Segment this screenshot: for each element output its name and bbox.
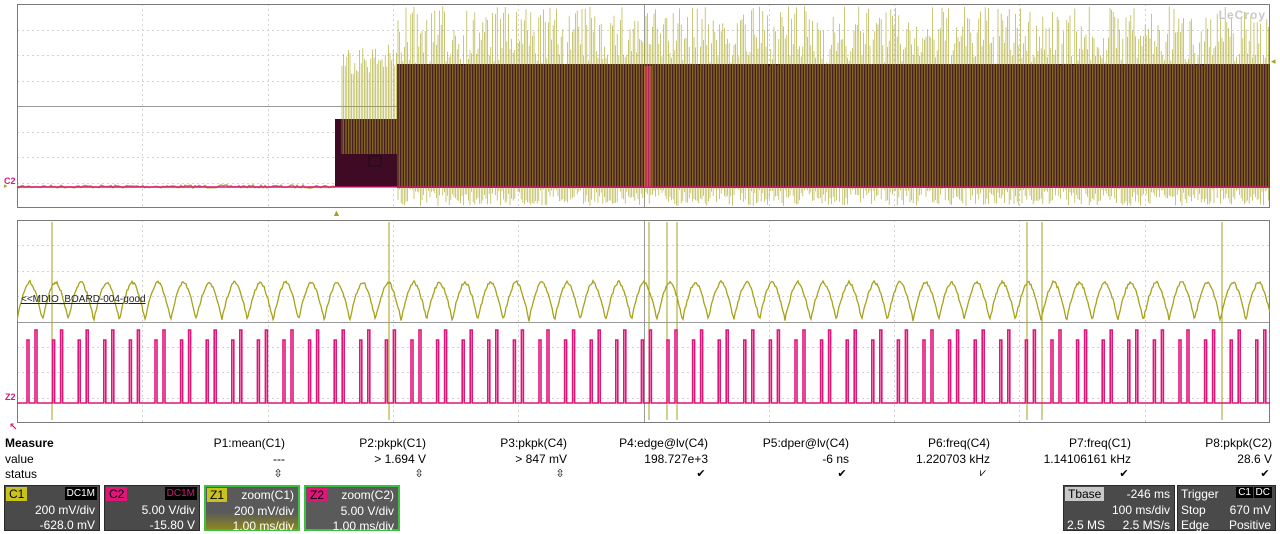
zoom-left-arrow: ↖	[9, 422, 18, 433]
trigger-coupling: DC	[1253, 487, 1272, 498]
measure-status-row: status ⇳ ⇳ ⇳ ✔ ✔ ⩗ ✔ ✔	[0, 467, 1280, 482]
channel-c1-offset: -628.0 mV	[39, 518, 95, 532]
param-name-p7[interactable]: P7:freq(C1)	[1068, 436, 1131, 450]
zoom-z1-descriptor[interactable]: Z1 zoom(C1) 200 mV/div 1.00 ms/div	[204, 485, 300, 533]
timebase-label: Tbase	[1065, 487, 1105, 501]
trigger-label: Trigger	[1181, 487, 1219, 501]
channel-c1-tag: C1	[6, 487, 28, 501]
timebase-descriptor[interactable]: Tbase -246 ms 100 ms/div 2.5 MS 2.5 MS/s	[1063, 485, 1175, 532]
zoom-z2-vdiv: 5.00 V/div	[340, 504, 394, 518]
timebase-samples: 2.5 MS	[1067, 518, 1106, 532]
trigger-descriptor[interactable]: Trigger C1 DC Stop 670 mV Edge Positive	[1177, 485, 1276, 532]
zoom-z1-tag: Z1	[207, 488, 228, 502]
param-name-p8[interactable]: P8:pkpk(C2)	[1205, 436, 1272, 450]
channel-c1-coupling: DC1M	[64, 487, 97, 500]
param-name-p6[interactable]: P6:freq(C4)	[927, 436, 990, 450]
trigger-type: Edge	[1181, 518, 1210, 532]
zoom-z1-tdiv: 1.00 ms/div	[232, 519, 294, 533]
param-value-p1: ---	[273, 452, 285, 466]
channel-c2-descriptor[interactable]: C2 DC1M 5.00 V/div -15.80 V	[104, 485, 200, 532]
channel-c2-coupling: DC1M	[164, 487, 197, 500]
param-status-p8-icon: ✔	[1260, 468, 1270, 480]
zoom-waveform-display[interactable]	[17, 220, 1270, 423]
trigger-mode: Stop	[1181, 503, 1206, 517]
param-status-p4-icon: ✔	[696, 468, 706, 480]
trigger-source: C1	[1236, 487, 1253, 498]
trigger-level-arrow: ◂	[1271, 56, 1276, 66]
value-row-label: value	[5, 452, 34, 466]
trigger-position-arrow: ▲	[332, 208, 341, 218]
param-name-p4[interactable]: P4:edge@lv(C4)	[619, 436, 708, 450]
param-value-p6: 1.220703 kHz	[915, 452, 990, 466]
c1-zoom-spikes	[51, 222, 1223, 420]
param-name-p5[interactable]: P5:dper@lv(C4)	[762, 436, 849, 450]
channel-c1-descriptor[interactable]: C1 DC1M 200 mV/div -628.0 mV	[4, 485, 100, 532]
c2-zoom-trace	[17, 329, 1270, 404]
param-value-p3: > 847 mV	[515, 452, 567, 466]
trace-label: <<MDIO_BOARD-004-good	[21, 294, 146, 305]
channel-c2-vdiv: 5.00 V/div	[141, 503, 195, 517]
zoom-z2-tag: Z2	[307, 488, 328, 502]
param-name-p3[interactable]: P3:pkpk(C4)	[500, 436, 567, 450]
param-value-p7: 1.14106161 kHz	[1043, 452, 1131, 466]
zoom-channel-marker: Z2	[5, 392, 16, 402]
measure-table[interactable]: Measure P1:mean(C1) P2:pkpk(C1) P3:pkpk(…	[0, 436, 1280, 482]
top-channel-marker: C2	[4, 176, 16, 186]
param-value-p2: > 1.694 V	[374, 452, 426, 466]
status-row-label: status	[5, 467, 38, 481]
top-waveform-display[interactable]	[17, 4, 1270, 208]
zoom-waveform-grid[interactable]	[17, 220, 1270, 423]
channel-c1-vdiv: 200 mV/div	[34, 503, 95, 517]
c1-burst-trace	[341, 6, 1270, 206]
c1-level-arrow: ▸	[4, 183, 8, 190]
measure-header-row: Measure P1:mean(C1) P2:pkpk(C1) P3:pkpk(…	[0, 436, 1280, 451]
timebase-rate: 2.5 MS/s	[1122, 518, 1170, 532]
brand-logo: LeCroy	[1218, 8, 1266, 22]
zoom-z2-tdiv: 1.00 ms/div	[332, 519, 394, 533]
param-status-p3-icon: ⇳	[555, 468, 565, 480]
zoom-z1-vdiv: 200 mV/div	[233, 504, 294, 518]
measure-value-row: value --- > 1.694 V > 847 mV 198.727e+3 …	[0, 452, 1280, 467]
trigger-level: 670 mV	[1229, 503, 1271, 517]
measure-title: Measure	[5, 436, 54, 450]
zoom-z2-label: zoom(C2)	[341, 488, 394, 502]
param-name-p2[interactable]: P2:pkpk(C1)	[359, 436, 426, 450]
zoom-region-marker	[368, 155, 382, 167]
zoom-z2-descriptor[interactable]: Z2 zoom(C2) 5.00 V/div 1.00 ms/div	[304, 485, 400, 533]
timebase-delay: -246 ms	[1126, 487, 1170, 501]
c2-marker-band	[644, 66, 652, 188]
param-status-p6-icon: ⩗	[979, 467, 987, 479]
channel-c2-offset: -15.80 V	[149, 518, 195, 532]
param-status-p7-icon: ✔	[1119, 468, 1129, 480]
param-status-p1-icon: ⇳	[273, 468, 283, 480]
zoom-z1-label: zoom(C1)	[241, 488, 294, 502]
channel-c2-tag: C2	[106, 487, 128, 501]
param-value-p4: 198.727e+3	[644, 452, 708, 466]
timebase-tdiv: 100 ms/div	[1111, 503, 1170, 517]
c1-zoom-trace	[17, 278, 1270, 323]
top-waveform-grid[interactable]	[17, 4, 1270, 208]
param-status-p2-icon: ⇳	[414, 468, 424, 480]
param-name-p1[interactable]: P1:mean(C1)	[213, 436, 285, 450]
grid-frame	[17, 220, 1270, 423]
param-status-p5-icon: ✔	[837, 468, 847, 480]
trigger-slope: Positive	[1228, 518, 1271, 532]
param-value-p8: 28.6 V	[1237, 452, 1272, 466]
param-value-p5: -6 ns	[822, 452, 849, 466]
